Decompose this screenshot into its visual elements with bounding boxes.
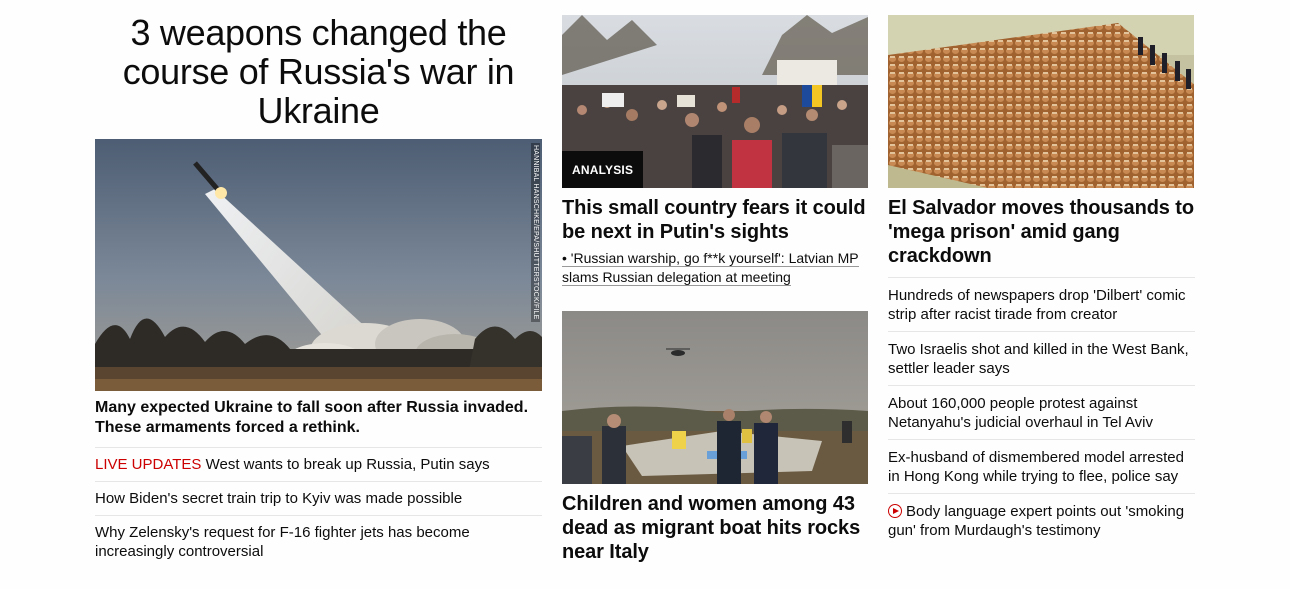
image-credit: HANNIBAL HANSCHKE/EPA/SHUTTERSTOCK/FILE [531,143,540,322]
middle-column: ANALYSIS This small country fears it cou… [562,15,868,564]
right-story[interactable]: Ex-husband of dismembered model arrested… [888,440,1195,494]
live-updates-label: LIVE UPDATES [95,456,202,473]
latvia-protest-image[interactable]: ANALYSIS [562,15,868,188]
mega-prison-image[interactable] [888,15,1194,188]
migrant-boat-image[interactable] [562,311,868,484]
related-story[interactable]: How Biden's secret train trip to Kyiv wa… [95,482,542,516]
right-story[interactable]: Two Israelis shot and killed in the West… [888,332,1195,386]
latvia-headline[interactable]: This small country fears it could be nex… [562,197,866,243]
right-story-video[interactable]: Body language expert points out 'smoking… [888,494,1195,547]
lead-summary-link[interactable]: Many expected Ukraine to fall soon after… [95,398,542,448]
related-stories-list: LIVE UPDATES West wants to break up Russ… [95,448,542,568]
right-story[interactable]: About 160,000 people protest against Net… [888,386,1195,440]
main-headline[interactable]: 3 weapons changed the course of Russia's… [122,12,515,131]
mega-prison-headline[interactable]: El Salvador moves thousands to 'mega pri… [888,197,1194,267]
related-story-live-updates[interactable]: LIVE UPDATES West wants to break up Russ… [95,448,542,482]
latvia-sub-link[interactable]: • 'Russian warship, go f**k yourself': L… [562,249,868,287]
right-story-video-text: Body language expert points out 'smoking… [888,503,1185,539]
related-story-text: West wants to break up Russia, Putin say… [201,456,490,473]
related-story[interactable]: Why Zelensky's request for F-16 fighter … [95,524,470,560]
analysis-badge: ANALYSIS [562,151,644,188]
hero-image-rocket-launch[interactable]: HANNIBAL HANSCHKE/EPA/SHUTTERSTOCK/FILE [95,139,542,391]
right-column: El Salvador moves thousands to 'mega pri… [888,15,1195,547]
latvia-sub-link-text: • 'Russian warship, go f**k yourself': L… [562,250,859,286]
right-stories-list: Hundreds of newspapers drop 'Dilbert' co… [888,277,1195,547]
migrant-boat-headline[interactable]: Children and women among 43 dead as migr… [562,493,861,563]
play-video-icon [888,504,902,518]
main-story-column: 3 weapons changed the course of Russia's… [95,10,542,568]
right-story[interactable]: Hundreds of newspapers drop 'Dilbert' co… [888,278,1195,332]
